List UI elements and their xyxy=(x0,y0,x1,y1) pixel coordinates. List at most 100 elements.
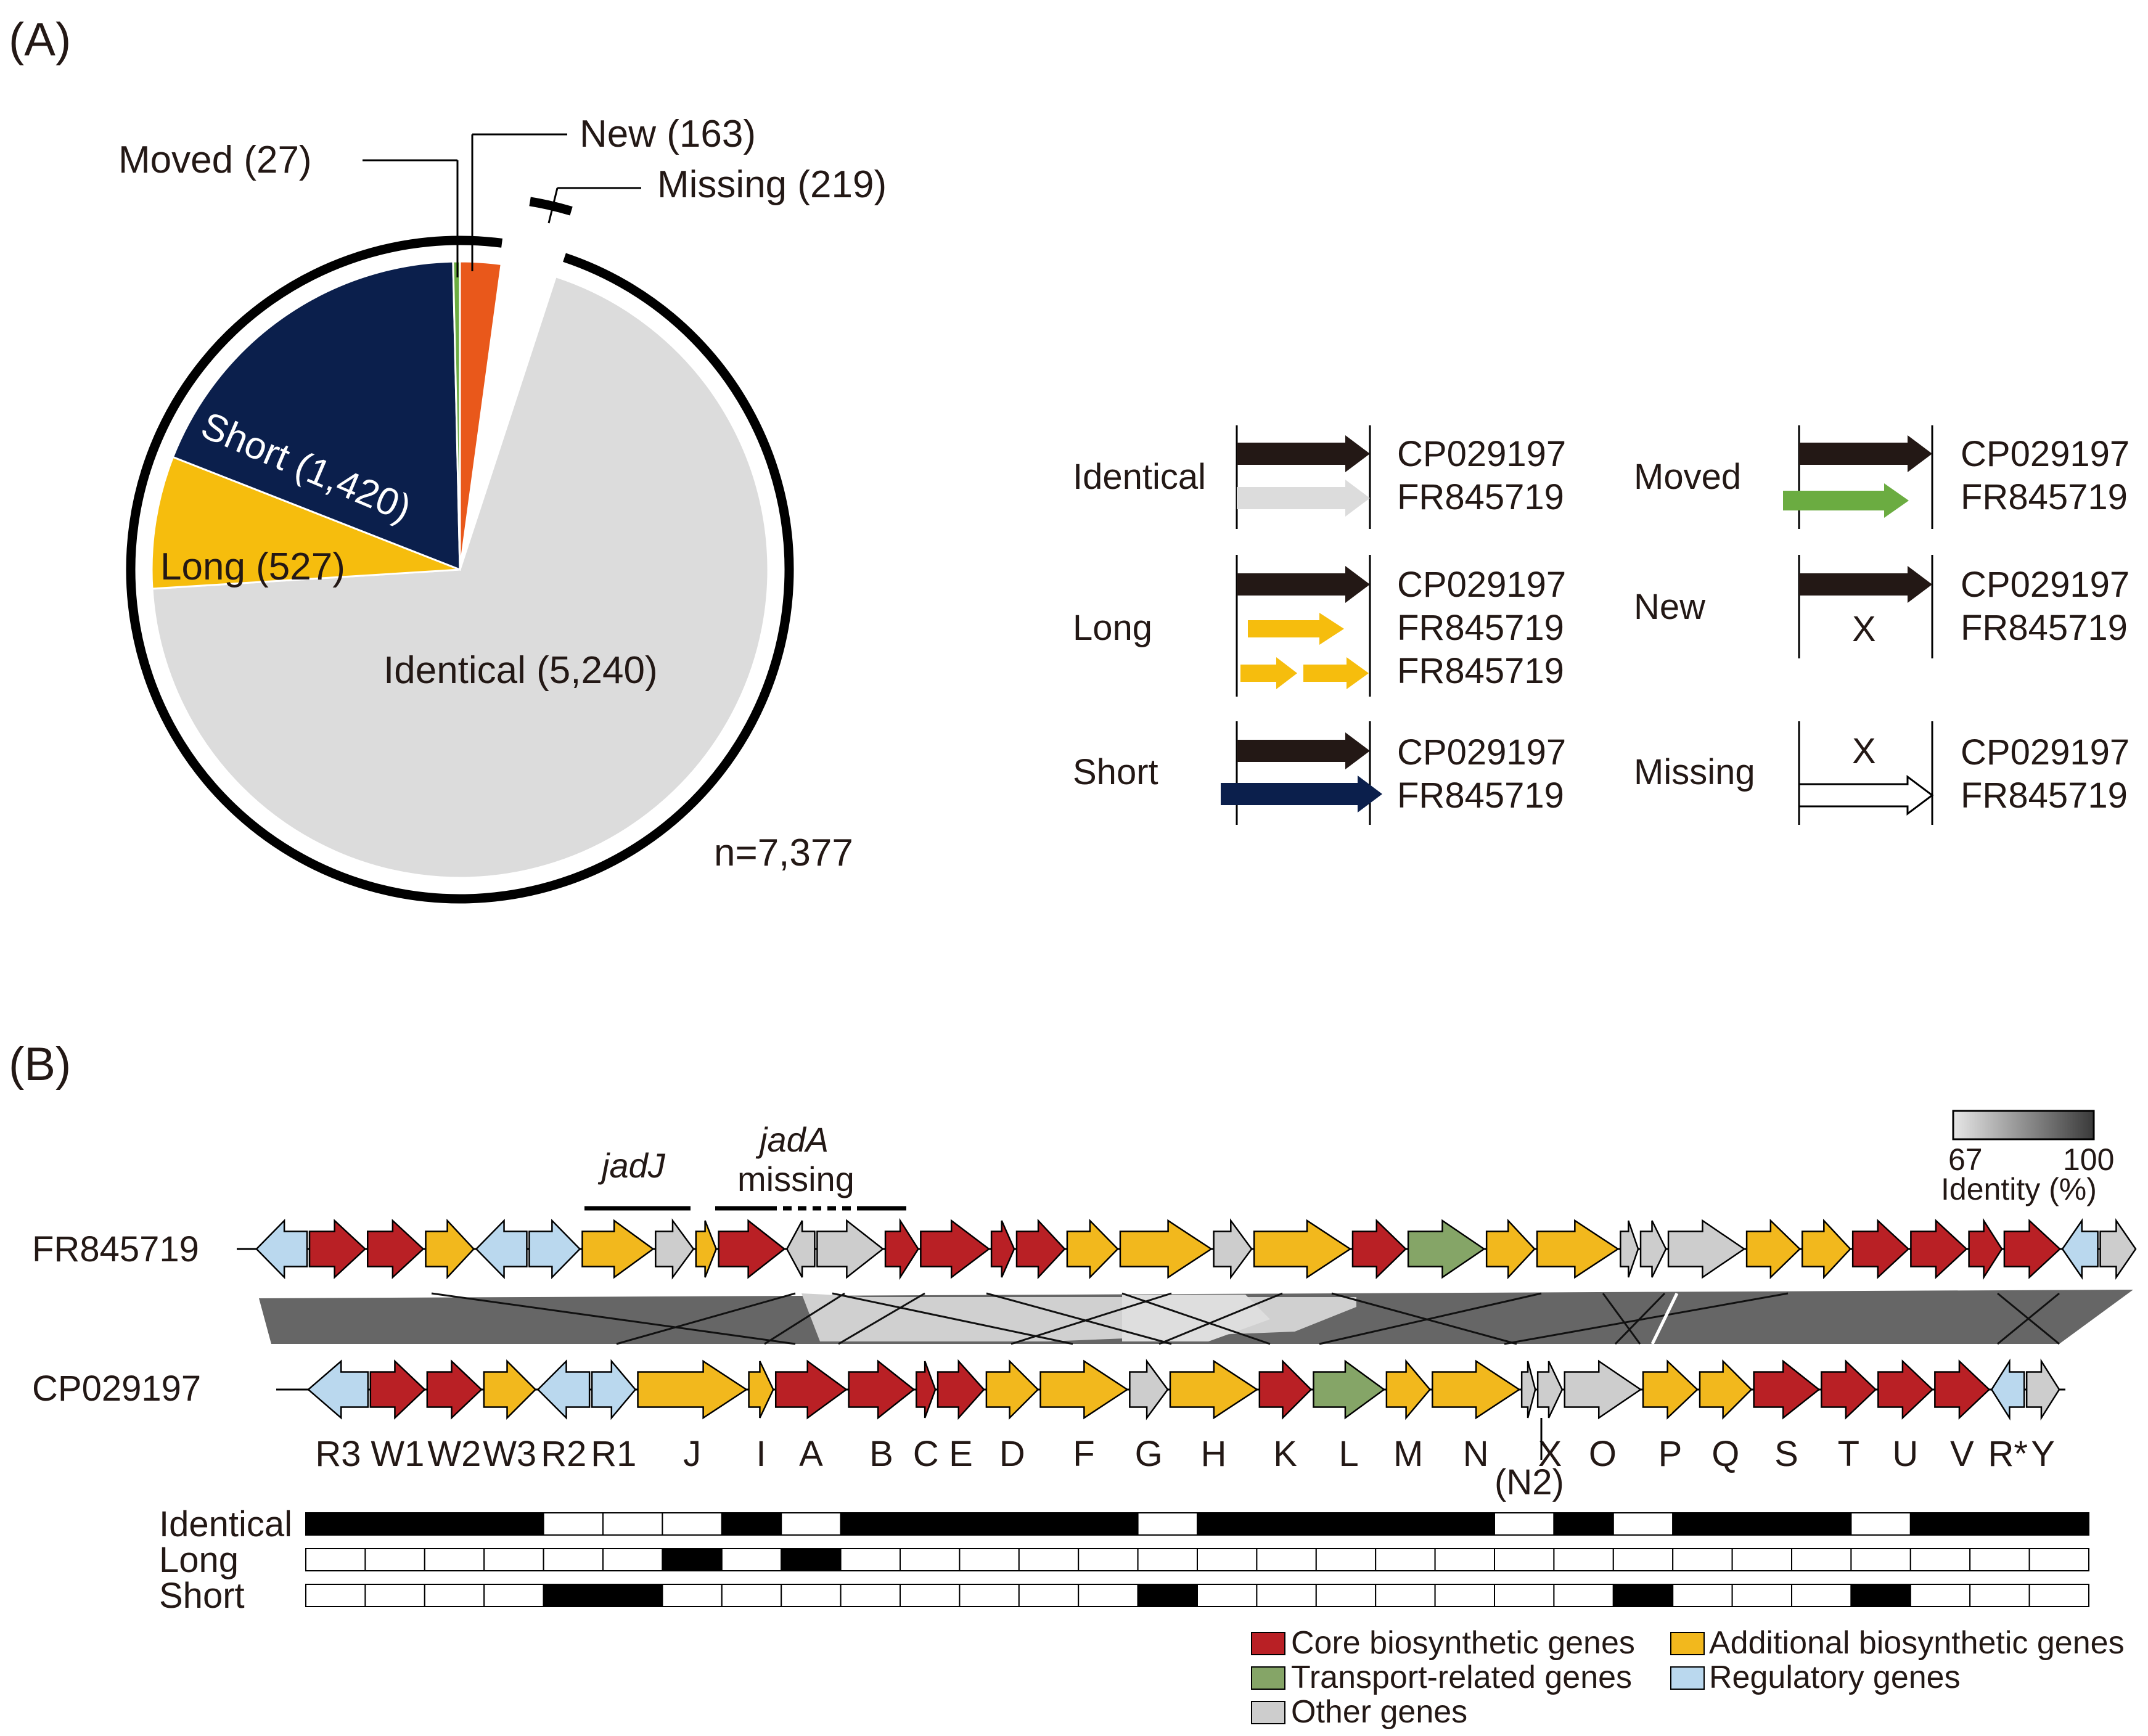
legend-long-label: Long xyxy=(1073,608,1152,648)
cp029197-gene-24 xyxy=(1642,1359,1699,1420)
cp029197-gene-27 xyxy=(1821,1359,1877,1420)
gene-category-legend: Core biosynthetic genes Additional biosy… xyxy=(1251,1625,2125,1730)
class-cell-identical-6 xyxy=(602,1512,663,1536)
legend-ref-name: CP029197 xyxy=(1961,434,2130,474)
track-name-cp029197: CP029197 xyxy=(32,1369,201,1409)
gene-label-t: T xyxy=(1838,1434,1859,1474)
identity-ribbons xyxy=(259,1290,2133,1345)
fr845719-gene-25 xyxy=(1620,1220,1639,1278)
class-cell-short-9 xyxy=(781,1584,842,1607)
cp029197-gene-12 xyxy=(937,1359,985,1420)
class-cell-short-24 xyxy=(1672,1584,1733,1607)
legend-short-ref-arrow xyxy=(1237,732,1370,769)
class-cell-identical-19 xyxy=(1375,1512,1436,1536)
missing-leader-line xyxy=(547,187,559,224)
legend-query-name: FR845719 xyxy=(1397,651,1564,691)
class-cell-short-25 xyxy=(1731,1584,1793,1607)
legend-long-split-arrow xyxy=(1303,657,1369,689)
legend-query-name: FR845719 xyxy=(1397,477,1564,517)
fr845719-gene-12 xyxy=(816,1219,885,1279)
cp029197-gene-21 xyxy=(1520,1361,1536,1419)
class-cell-long-9 xyxy=(781,1548,842,1571)
fr845719-gene-6 xyxy=(528,1218,581,1280)
class-cell-short-14 xyxy=(1078,1584,1139,1607)
cp029197-gene-20 xyxy=(1432,1359,1521,1420)
cp029197-gene-25 xyxy=(1699,1359,1753,1420)
cp029197-gene-26 xyxy=(1753,1359,1821,1420)
cp029197-gene-9 xyxy=(774,1359,848,1420)
class-cell-identical-13 xyxy=(1018,1512,1080,1536)
fr845719-gene-29 xyxy=(1801,1218,1851,1280)
row-label-identical: Identical xyxy=(159,1504,292,1544)
cp029197-gene-11 xyxy=(916,1361,937,1419)
gene-label-i: I xyxy=(756,1434,766,1474)
gene-label-w2: W2 xyxy=(427,1434,481,1474)
class-cell-long-12 xyxy=(959,1548,1020,1571)
class-cell-short-7 xyxy=(662,1584,723,1607)
class-cell-short-2 xyxy=(364,1584,425,1607)
class-cell-long-30 xyxy=(2028,1548,2090,1571)
legend-ref-name: CP029197 xyxy=(1397,434,1566,474)
legend-moved-label: Moved xyxy=(1634,457,1741,497)
pie-outer-ring xyxy=(126,235,794,904)
legend-query-name: FR845719 xyxy=(1397,608,1564,648)
fr845719-gene-2 xyxy=(308,1219,367,1279)
legend-ref-name: CP029197 xyxy=(1397,565,1566,605)
gene-label-g: G xyxy=(1135,1434,1163,1474)
legend-swatch-other xyxy=(1251,1701,1285,1724)
class-cell-long-2 xyxy=(364,1548,425,1571)
class-cell-identical-17 xyxy=(1256,1512,1317,1536)
classification-rows xyxy=(305,1512,2090,1607)
fr845719-gene-26 xyxy=(1639,1220,1667,1278)
class-cell-short-21 xyxy=(1494,1584,1555,1607)
legend-regulatory-label: Regulatory genes xyxy=(1709,1660,1961,1695)
n2-label: (N2) xyxy=(1494,1462,1564,1502)
fr845719-gene-15 xyxy=(990,1220,1015,1278)
label-moved: Moved (27) xyxy=(118,139,312,181)
class-cell-long-1 xyxy=(305,1548,366,1571)
class-cell-identical-26 xyxy=(1791,1512,1852,1536)
class-cell-short-22 xyxy=(1553,1584,1614,1607)
class-cell-short-16 xyxy=(1197,1584,1258,1607)
gene-label-q: Q xyxy=(1711,1434,1739,1474)
class-cell-long-29 xyxy=(1969,1548,2030,1571)
cp029197-gene-track xyxy=(307,1358,2060,1421)
class-cell-identical-16 xyxy=(1197,1512,1258,1536)
fr845719-gene-16 xyxy=(1015,1218,1066,1280)
gene-label-p: P xyxy=(1658,1434,1683,1474)
fr845719-gene-10 xyxy=(718,1219,786,1279)
label-new: New (163) xyxy=(580,113,756,155)
class-cell-long-13 xyxy=(1018,1548,1080,1571)
ribbon-crossing-line xyxy=(1650,1292,1679,1345)
cp029197-gene-15 xyxy=(1129,1359,1169,1420)
class-cell-long-3 xyxy=(424,1548,485,1571)
class-cell-identical-3 xyxy=(424,1512,485,1536)
track-name-fr845719: FR845719 xyxy=(32,1229,199,1269)
pie-slice-identical xyxy=(151,275,769,879)
ribbon-crossing-line xyxy=(1331,1292,1517,1345)
legend-moved-query-arrow xyxy=(1783,483,1909,518)
ribbon-crossing-line xyxy=(986,1292,1172,1345)
panel-b-label: (B) xyxy=(9,1038,71,1091)
class-cell-long-5 xyxy=(543,1548,604,1571)
gene-annotations: jadJ jadA missing xyxy=(584,1120,906,1211)
class-cell-long-10 xyxy=(840,1548,901,1571)
cp029197-gene-31 xyxy=(2025,1358,2060,1421)
fr845719-gene-30 xyxy=(1851,1219,1910,1279)
class-cell-identical-22 xyxy=(1553,1512,1614,1536)
ribbon-crossing-line xyxy=(1614,1292,1666,1345)
class-cell-short-27 xyxy=(1850,1584,1911,1607)
legend-identical-ref-arrow xyxy=(1237,435,1370,472)
class-cell-short-29 xyxy=(1969,1584,2030,1607)
fr845719-gene-34 xyxy=(2061,1218,2099,1280)
cp029197-gene-22 xyxy=(1536,1361,1564,1419)
fr845719-gene-24 xyxy=(1536,1219,1620,1279)
ribbon-crossing-line xyxy=(616,1292,796,1345)
class-cell-short-5 xyxy=(543,1584,604,1607)
cp029197-gene-10 xyxy=(848,1359,916,1420)
fr845719-gene-17 xyxy=(1066,1218,1119,1280)
fr845719-gene-7 xyxy=(581,1219,655,1279)
class-cell-identical-18 xyxy=(1315,1512,1377,1536)
pie-slice-short xyxy=(171,260,461,571)
